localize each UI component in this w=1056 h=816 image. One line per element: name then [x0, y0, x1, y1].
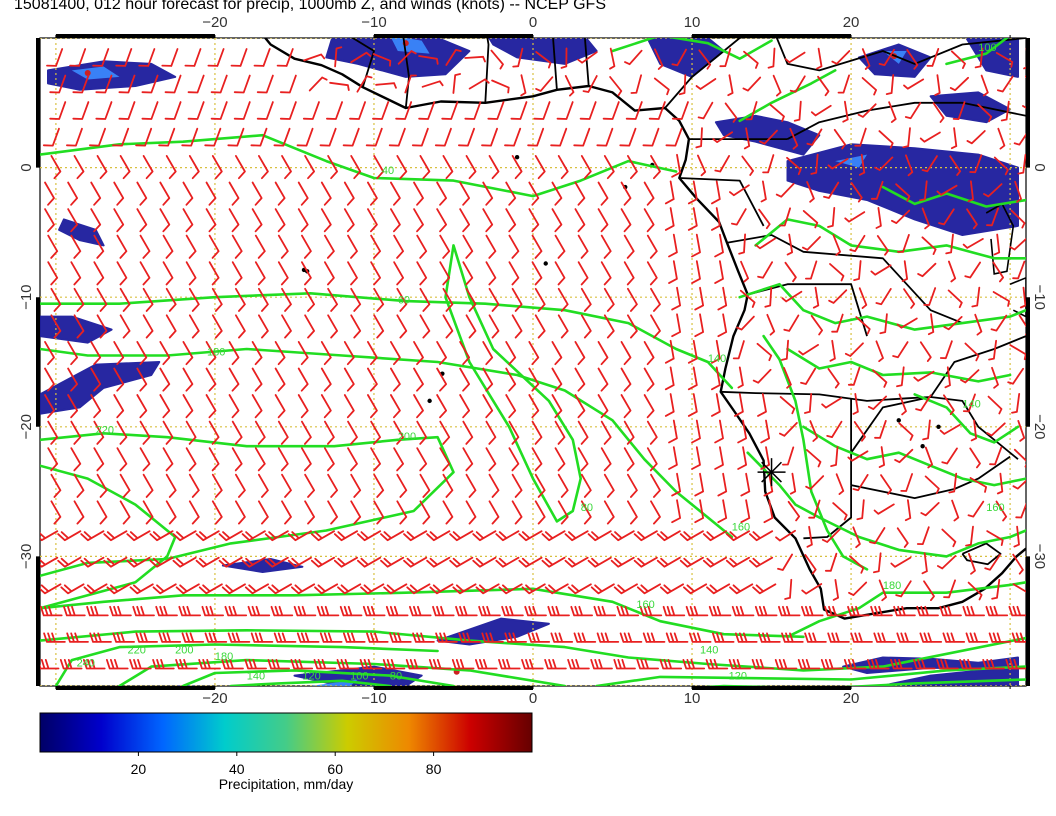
lon-tick-label-bottom: −10	[361, 690, 386, 707]
map-frame	[36, 34, 1030, 690]
colorbar: 20 40 60 80 Precipitation, mm/day	[39, 712, 533, 792]
lat-tick-label-right: −20	[1031, 414, 1048, 439]
colorbar-tick-label: 20	[131, 761, 147, 777]
contour-label: 160	[732, 521, 750, 533]
lon-tick-label-top: 10	[684, 14, 701, 31]
lon-tick-label-bottom: 10	[684, 690, 701, 707]
contour-label: 240	[77, 658, 95, 670]
contour-label: 160	[986, 502, 1004, 514]
lat-tick-label-right: −30	[1031, 544, 1048, 569]
contour-label: 100	[978, 42, 996, 54]
lat-tick-label-left: −20	[18, 414, 35, 439]
contour-label: 160	[636, 599, 654, 611]
lon-tick-label-bottom: 20	[843, 690, 860, 707]
lon-tick-label-top: −20	[202, 14, 227, 31]
colorbar-label: Precipitation, mm/day	[219, 776, 354, 792]
contour-label: 140	[247, 671, 265, 683]
contour-label: 140	[708, 353, 726, 365]
lat-tick-label-right: −10	[1031, 284, 1048, 309]
contour-label: 60	[398, 295, 410, 307]
contour-label: 180	[215, 651, 233, 663]
precipitation-layer	[40, 38, 1019, 686]
colorbar-tick-label: 40	[229, 761, 245, 777]
lon-tick-label-bottom: 0	[529, 690, 537, 707]
contour-label: 120	[729, 671, 747, 683]
lat-tick-label-left: 0	[18, 163, 35, 171]
contour-label: 40	[382, 165, 394, 177]
lat-tick-label-left: −30	[18, 544, 35, 569]
lat-tick-label-left: −10	[18, 284, 35, 309]
lon-tick-label-top: 0	[529, 14, 537, 31]
map-title: 15081400, 012 hour forecast for precip, …	[14, 0, 606, 13]
colorbar-tick-label: 80	[426, 761, 442, 777]
lat-lon-grid	[40, 38, 1026, 686]
lat-tick-label-right: 0	[1031, 163, 1048, 171]
contour-label: 140	[700, 645, 718, 657]
contour-label: 180	[883, 580, 901, 592]
contour-label: 200	[398, 431, 416, 443]
contour-label: 180	[207, 347, 225, 359]
contour-label: 220	[127, 645, 145, 657]
lon-tick-label-top: 20	[843, 14, 860, 31]
contour-label: 80	[390, 671, 402, 683]
wind-barb-layer	[40, 46, 1026, 670]
colorbar-gradient	[39, 712, 533, 753]
contour-label: 120	[302, 671, 320, 683]
lon-tick-label-top: −10	[361, 14, 386, 31]
lon-tick-label-bottom: −20	[202, 690, 227, 707]
location-marker	[757, 458, 786, 487]
contour-label-layer: 40 60 180 200 220 80 140 160 160 140 120 180 160 140 1…	[77, 42, 1005, 683]
contour-label: 80	[581, 502, 593, 514]
contour-label: 140	[962, 398, 980, 410]
asterisk-marker-icon	[757, 458, 786, 487]
contour-label: 220	[96, 424, 114, 436]
contour-label: 100	[350, 671, 368, 683]
colorbar-tick-label: 60	[327, 761, 343, 777]
contour-label: 200	[175, 645, 193, 657]
